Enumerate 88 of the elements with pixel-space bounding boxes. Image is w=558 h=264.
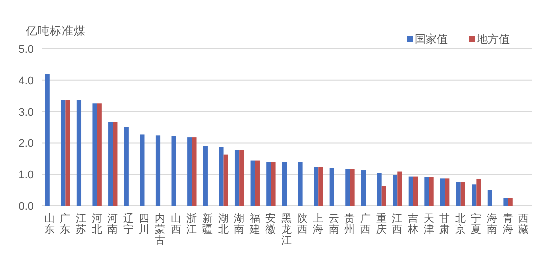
- y-tick-label: 2.0: [18, 138, 34, 150]
- x-tick-label: 陕西: [297, 213, 308, 236]
- bar: [108, 122, 114, 206]
- x-tick-label: 西藏: [518, 213, 530, 236]
- x-tick-label: 河北: [92, 213, 103, 236]
- bar: [66, 100, 70, 206]
- bar: [398, 172, 402, 206]
- x-tick-label: 内蒙古: [155, 212, 166, 247]
- bar: [350, 169, 355, 206]
- x-tick-label: 河南: [108, 213, 119, 236]
- bar: [124, 128, 129, 206]
- bar: [429, 177, 434, 206]
- x-tick-label: 湖北: [218, 213, 230, 236]
- bar: [440, 178, 446, 206]
- x-tick-label: 重庆: [376, 212, 388, 236]
- bar: [472, 184, 477, 206]
- x-tick-label: 安徽: [266, 212, 277, 236]
- bar: [224, 154, 228, 206]
- bar: [504, 198, 508, 206]
- legend-label: 国家值: [415, 33, 448, 46]
- bar: [488, 190, 492, 206]
- bar: [298, 162, 303, 206]
- y-axis-title: 亿吨标准煤: [25, 25, 86, 38]
- bar: [271, 162, 276, 206]
- bar: [203, 146, 208, 206]
- x-tick-label: 新疆: [202, 212, 214, 236]
- x-tick-label: 宁夏: [471, 212, 482, 236]
- x-tick-label: 天津: [424, 213, 435, 236]
- bar: [255, 160, 260, 206]
- bar: [97, 104, 102, 206]
- bar: [219, 147, 224, 206]
- bar: [377, 173, 382, 206]
- bar: [156, 136, 161, 206]
- x-tick-label: 甘肃: [440, 212, 451, 236]
- bar: [476, 178, 482, 206]
- x-tick-label: 辽宁: [123, 213, 134, 236]
- y-tick-label: 3.0: [18, 106, 34, 119]
- bar: [508, 198, 513, 206]
- bar: [382, 186, 386, 206]
- bar: [282, 162, 287, 206]
- x-tick-label: 北京: [455, 212, 466, 236]
- x-tick-label: 湖南: [234, 213, 246, 236]
- bar: [460, 182, 466, 206]
- bar: [234, 150, 240, 206]
- bar: [413, 176, 418, 206]
- bar: [314, 167, 319, 206]
- bar: [76, 100, 82, 206]
- bar: [140, 134, 145, 206]
- bar: [318, 167, 324, 206]
- y-tick-label: 5.0: [18, 44, 34, 56]
- bar: [424, 177, 430, 206]
- x-tick-label: 浙江: [186, 212, 198, 236]
- x-tick-label: 四川: [139, 213, 150, 236]
- bar: [61, 100, 66, 206]
- bar: [330, 168, 334, 206]
- x-tick-label: 青海: [502, 212, 514, 236]
- bar: [45, 74, 50, 206]
- bar: [456, 182, 461, 206]
- x-tick-label: 黑龙江: [282, 213, 292, 247]
- bar: [113, 122, 118, 206]
- y-tick-label: 0.0: [18, 201, 34, 213]
- x-tick-label: 海南: [486, 213, 498, 236]
- x-tick-label: 山东: [44, 212, 56, 236]
- x-tick-label: 云南: [328, 213, 340, 236]
- bar: [393, 175, 398, 206]
- x-tick-label: 贵州: [344, 212, 356, 236]
- y-tick-label: 4.0: [18, 75, 34, 88]
- bar: [172, 136, 176, 206]
- bar: [92, 104, 98, 206]
- bar: [192, 138, 197, 206]
- x-tick-label: 广西: [360, 212, 372, 236]
- legend-label: 地方值: [476, 33, 510, 46]
- bar: [445, 178, 450, 206]
- bar: [361, 170, 366, 206]
- bar: [346, 169, 350, 206]
- x-tick-label: 上海: [313, 212, 324, 236]
- x-tick-label: 江西: [392, 213, 404, 236]
- x-tick-label: 福建: [248, 212, 261, 236]
- x-tick-label: 山西: [170, 212, 182, 236]
- bar: [408, 176, 414, 206]
- x-tick-label: 广东: [60, 212, 72, 236]
- y-tick-label: 1.0: [18, 170, 34, 182]
- x-tick-label: 江苏: [76, 213, 88, 236]
- x-tick-label: 吉林: [406, 212, 419, 236]
- bar: [250, 160, 256, 206]
- bar: [266, 162, 272, 206]
- bar: [240, 150, 244, 206]
- bar: [188, 138, 192, 206]
